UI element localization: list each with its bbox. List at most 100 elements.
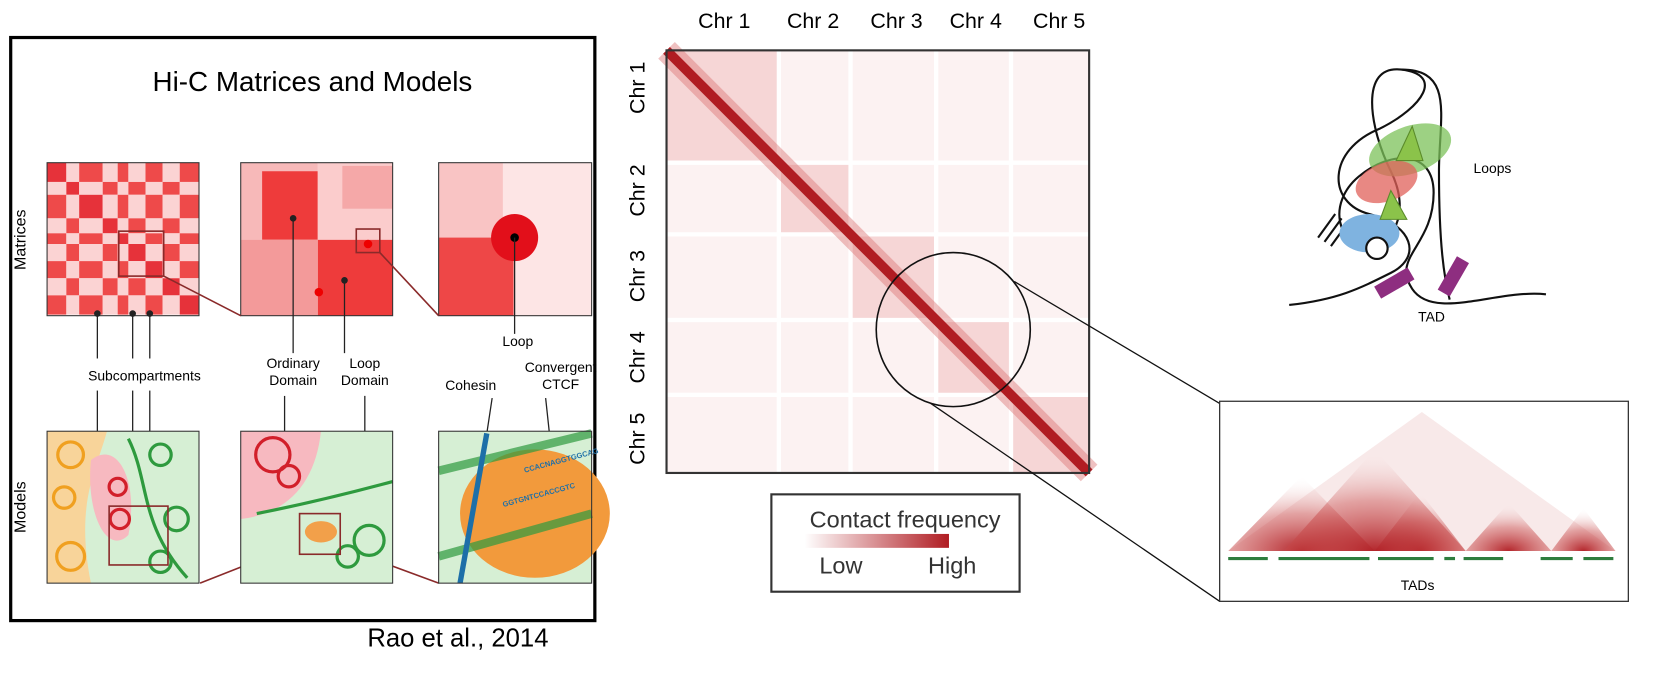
- matrix-cell: [102, 218, 118, 234]
- matrix-cell: [66, 218, 80, 234]
- tad-label: TAD: [1418, 308, 1445, 324]
- matrix-cell: [179, 233, 199, 245]
- matrix-cell: [79, 261, 103, 279]
- shape: [342, 165, 393, 209]
- annotation: Subcompartments: [88, 367, 201, 383]
- label-line: Loop: [349, 354, 380, 370]
- label-line: Convergent: [525, 359, 597, 375]
- matrix-cell: [128, 278, 146, 296]
- matrix-cell: [162, 194, 180, 219]
- matrix-cell: [66, 295, 80, 315]
- matrix-cell: [79, 278, 103, 296]
- matrix-cell: [179, 194, 199, 219]
- shape: [363, 239, 373, 249]
- shape: [90, 454, 132, 541]
- annotation: Cohesin: [445, 377, 496, 393]
- label-line: Domain: [341, 372, 389, 388]
- zoom-circle: [875, 251, 1032, 408]
- shape: [355, 228, 381, 254]
- chr-label: Chr 5: [625, 413, 649, 465]
- matrix-cell: [145, 244, 163, 262]
- matrix-cell: [66, 261, 80, 279]
- matrix-cell: [117, 244, 129, 262]
- matrix-cell: [117, 194, 129, 219]
- tads-label: TADs: [1401, 577, 1435, 593]
- row-label: Models: [12, 481, 30, 533]
- matrix-cell: [128, 261, 146, 279]
- shape: [457, 432, 490, 584]
- label-line: CTCF: [542, 376, 579, 392]
- matrix-cell: [117, 278, 129, 296]
- citation: Rao et al., 2014: [367, 625, 548, 653]
- shape: [341, 277, 348, 284]
- matrix-cell: [117, 295, 129, 315]
- matrix-cell: [179, 295, 199, 315]
- shape: [240, 239, 318, 316]
- shape: [240, 431, 321, 519]
- matrix-cell: [117, 162, 129, 182]
- shape: [148, 442, 173, 468]
- tad-track: [1228, 411, 1616, 561]
- matrix-cell: [179, 244, 199, 262]
- shape: [298, 512, 342, 556]
- label-line: Domain: [269, 372, 317, 388]
- chr-label: Chr 2: [625, 164, 649, 216]
- shape: [117, 230, 165, 277]
- matrix-cell: [47, 295, 67, 315]
- matrix-subcompartments: [46, 162, 200, 317]
- matrix-cell: [162, 295, 180, 315]
- matrix-cell: [47, 233, 67, 245]
- shape: [1289, 68, 1547, 307]
- matrix-cell: [162, 261, 180, 279]
- matrix-cell: [102, 181, 118, 195]
- zoom-line: [1013, 280, 1220, 404]
- chr-label: Chr 4: [625, 331, 649, 383]
- matrix-cell: [66, 233, 80, 245]
- shape: [254, 436, 302, 489]
- shape: [460, 449, 610, 578]
- matrix-cell: [66, 194, 80, 219]
- annotation: Loop: [502, 333, 533, 349]
- matrix-cell: [47, 194, 67, 219]
- shape: [126, 438, 190, 579]
- model-loop: CCACNAGGTGGCAG GGTGNTCCACCGTC: [437, 429, 610, 584]
- matrix-cell: [117, 261, 129, 279]
- ctcf-site: [1374, 267, 1415, 299]
- matrix-cell: [102, 244, 118, 262]
- shape: [314, 287, 324, 297]
- shape: [1401, 68, 1451, 300]
- matrix-cell: [128, 233, 146, 245]
- shape: [276, 463, 302, 489]
- matrix-cell: [102, 261, 118, 279]
- shape: [55, 540, 87, 572]
- matrix-cell: [79, 181, 103, 195]
- matrix-cell: [128, 162, 146, 182]
- matrix-cell: [145, 295, 163, 315]
- matrix-cell: [79, 295, 103, 315]
- chr-label: Chr 4: [950, 9, 1002, 33]
- annotation: Ordinary Domain: [267, 354, 320, 387]
- shape: [129, 310, 136, 317]
- shape: [108, 505, 169, 566]
- shape: [240, 162, 394, 317]
- matrix-cell: [79, 194, 103, 219]
- annotation: Convergent CTCF: [525, 359, 597, 392]
- shape: [51, 440, 87, 572]
- matrix-cell: [128, 194, 146, 219]
- shape: [256, 479, 394, 516]
- chr-label: Chr 1: [625, 62, 649, 114]
- shape: [379, 252, 440, 317]
- chr-label: Chr 3: [870, 9, 922, 33]
- matrix-cell: [128, 181, 146, 195]
- matrix-cell: [179, 181, 199, 195]
- model-compartments: [46, 430, 200, 584]
- shape: [438, 162, 503, 238]
- loops-label: Loops: [1474, 160, 1512, 176]
- matrix-cell: [128, 295, 146, 315]
- matrix-cell: [145, 181, 163, 195]
- shape: [304, 521, 338, 543]
- matrix-cell: [162, 233, 180, 245]
- loop-diagram: [1289, 68, 1547, 307]
- shape: [289, 215, 297, 222]
- matrix-cell: [145, 261, 163, 279]
